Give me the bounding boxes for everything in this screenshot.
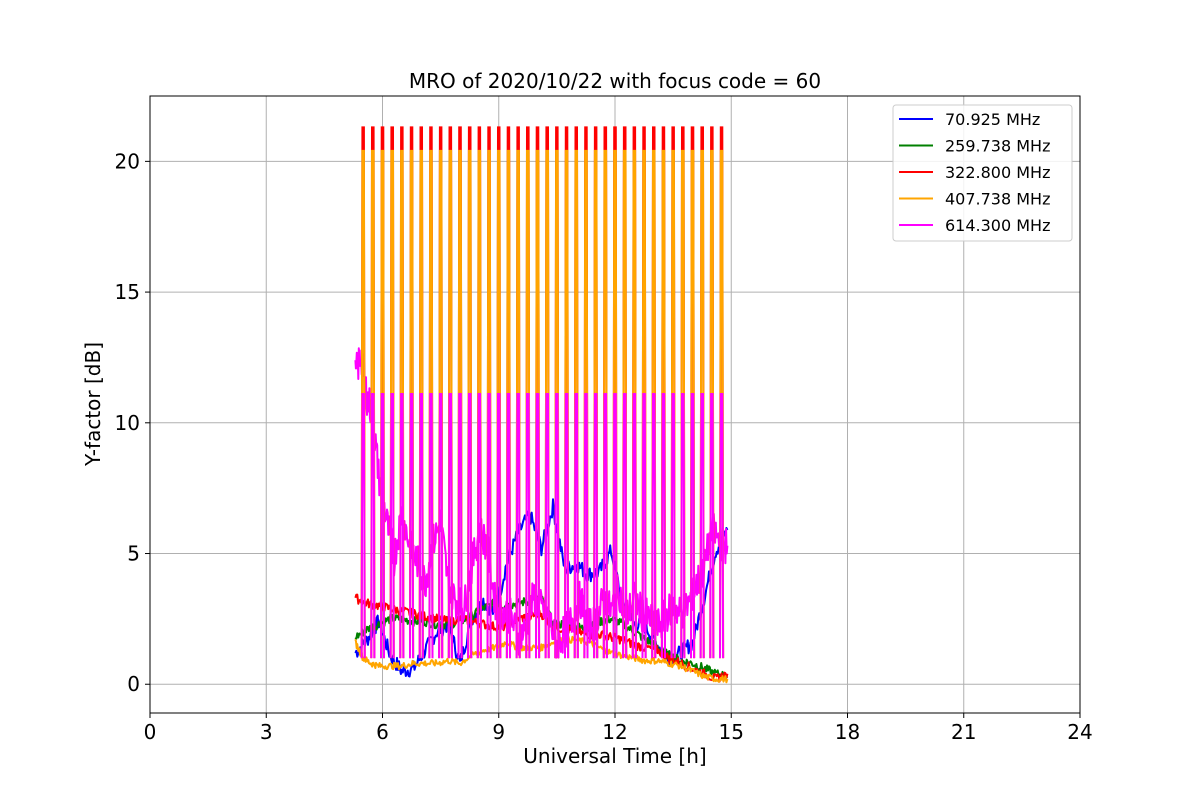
pulse-mark [360, 393, 366, 659]
pulse-mark [370, 393, 376, 659]
y-tick-label: 10 [115, 411, 140, 435]
pulse-mark [670, 393, 676, 659]
pulse-mark [544, 393, 550, 659]
legend-label: 407.738 MHz [945, 190, 1050, 209]
legend: 70.925 MHz 259.738 MHz 322.800 MHz 407.7… [892, 104, 1073, 242]
pulse-mark [418, 393, 424, 659]
pulse-mark [409, 393, 415, 659]
pulse-mark [380, 393, 385, 659]
y-tick-label: 5 [127, 542, 140, 566]
pulse-mark [612, 393, 618, 659]
pulse-mark [428, 393, 434, 659]
pulse-mark [622, 393, 628, 659]
pulse-mark [641, 393, 647, 659]
x-tick-label: 6 [376, 720, 389, 744]
x-tick-label: 18 [835, 720, 860, 744]
chart-title: MRO of 2020/10/22 with focus code = 60 [409, 69, 821, 93]
pulse-mark [719, 393, 725, 659]
x-axis-label: Universal Time [h] [523, 744, 706, 768]
pulse-mark [467, 393, 473, 659]
pulse-mark [699, 393, 705, 659]
tick-layer: 0 3 6 9 12 15 18 21 24 0 5 10 15 20 [115, 149, 1093, 744]
pulse-mark [486, 393, 492, 659]
pulse-mark [447, 393, 453, 659]
pulse-mark [602, 393, 608, 659]
pulse-mark [399, 393, 405, 659]
y-tick-label: 0 [127, 672, 140, 696]
pulse-mark [389, 393, 395, 659]
legend-box [892, 104, 1073, 242]
pulse-mark [583, 393, 589, 659]
legend-label: 259.738 MHz [945, 137, 1050, 156]
pulse-mark [496, 393, 502, 659]
pulse-mark [438, 393, 444, 659]
pulse-mark [457, 393, 463, 659]
x-tick-label: 15 [719, 720, 744, 744]
pulse-mark [525, 393, 531, 659]
y-axis-label: Y-factor [dB] [81, 342, 105, 467]
x-tick-label: 0 [144, 720, 157, 744]
pulse-mark [535, 393, 541, 659]
x-tick-label: 9 [492, 720, 505, 744]
pulse-mark [515, 393, 521, 659]
pulse-mark [660, 393, 666, 659]
legend-label: 70.925 MHz [945, 110, 1040, 129]
pulse-mark [476, 393, 482, 659]
x-tick-label: 12 [602, 720, 627, 744]
x-tick-label: 21 [951, 720, 976, 744]
legend-label: 322.800 MHz [945, 163, 1050, 182]
y-tick-label: 15 [115, 280, 140, 304]
pulse-mark [709, 393, 715, 659]
pulse-mark [505, 393, 511, 659]
pulse-mark [680, 393, 686, 659]
pulse-mark [554, 393, 560, 659]
x-tick-label: 3 [260, 720, 273, 744]
pulse-mark [651, 393, 657, 659]
pulse-mark [573, 393, 579, 659]
pulse-mark [564, 393, 570, 659]
x-tick-label: 24 [1067, 720, 1092, 744]
legend-label: 614.300 MHz [945, 216, 1050, 235]
pulse-mark [593, 393, 599, 659]
y-tick-label: 20 [115, 149, 140, 173]
series-layer [354, 126, 729, 684]
pulse-mark [690, 393, 696, 659]
pulse-mark [631, 393, 637, 659]
